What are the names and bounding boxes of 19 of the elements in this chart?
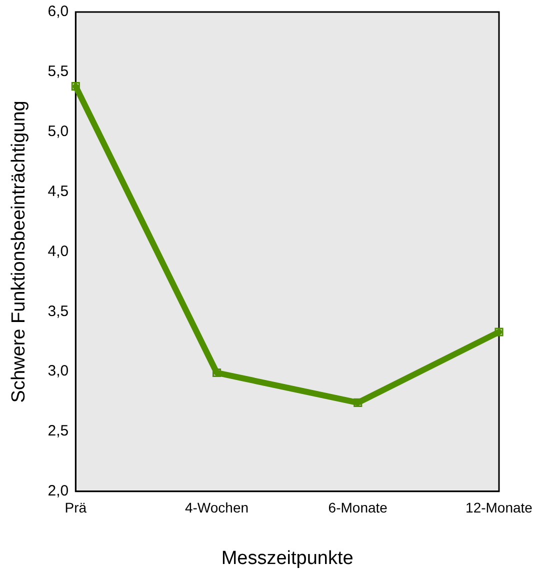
x-tick-label: 4-Wochen [184,500,249,516]
y-tick-label: 5,0 [48,122,69,140]
y-tick-label: 6,0 [48,3,69,20]
x-axis-title: Messzeitpunkte [221,548,354,569]
y-tick-label: 3,0 [48,362,69,380]
y-tick-label: 5,5 [48,63,69,80]
point [494,328,504,336]
point [71,82,80,91]
y-tick-label: 2,5 [48,422,69,440]
y-axis-title: Schwere Funktionsbeeinträchtigung [8,100,30,403]
x-tick-label: 6-Monate [328,500,388,516]
y-tick-label: 3,5 [48,302,69,320]
y-tick-label: 2,0 [48,482,69,500]
x-tick-label: 12-Monate [466,500,533,516]
x-tick-label: Prä [64,500,87,516]
y-tick-label: 4,5 [48,182,69,200]
point [354,398,362,407]
y-tick-label: 4,0 [48,242,69,260]
point [212,368,222,378]
